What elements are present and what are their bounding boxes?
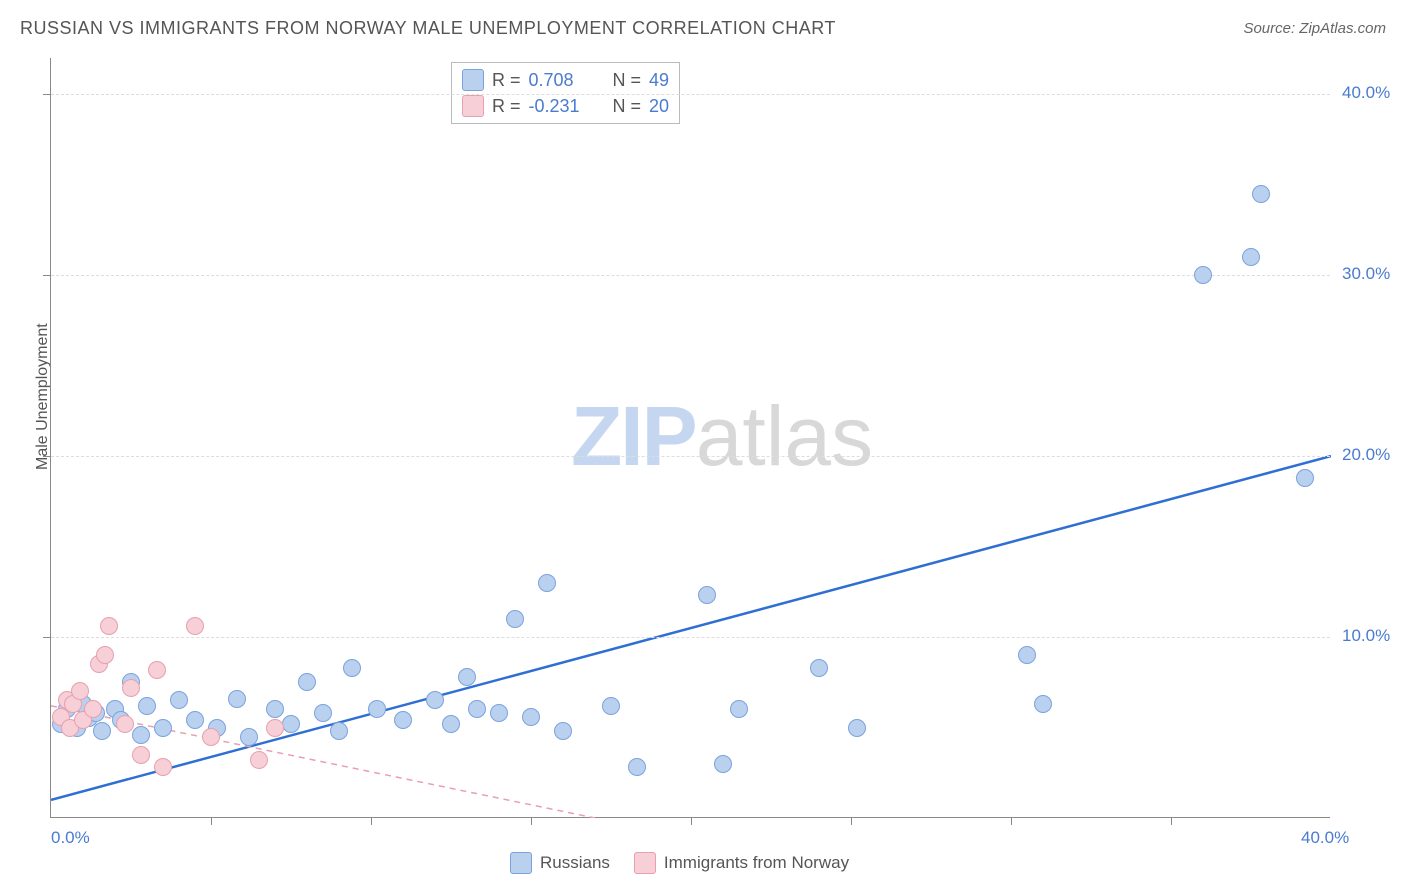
data-point-russians	[1242, 248, 1260, 266]
data-point-russians	[848, 719, 866, 737]
data-point-russians	[343, 659, 361, 677]
y-tick-label: 10.0%	[1342, 626, 1390, 646]
data-point-russians	[602, 697, 620, 715]
legend-item-norway: Immigrants from Norway	[634, 852, 849, 874]
r-label: R =	[492, 96, 521, 117]
data-point-russians	[490, 704, 508, 722]
r-value-russians: 0.708	[529, 70, 595, 91]
legend: Russians Immigrants from Norway	[510, 852, 849, 874]
data-point-russians	[240, 728, 258, 746]
legend-label-norway: Immigrants from Norway	[664, 853, 849, 873]
n-label: N =	[613, 70, 642, 91]
data-point-russians	[266, 700, 284, 718]
gridline	[51, 94, 1330, 95]
data-point-norway	[266, 719, 284, 737]
data-point-russians	[1194, 266, 1212, 284]
chart-title: RUSSIAN VS IMMIGRANTS FROM NORWAY MALE U…	[20, 18, 836, 39]
data-point-russians	[132, 726, 150, 744]
data-point-norway	[132, 746, 150, 764]
data-point-russians	[330, 722, 348, 740]
data-point-russians	[228, 690, 246, 708]
gridline	[51, 637, 1330, 638]
data-point-norway	[148, 661, 166, 679]
data-point-russians	[628, 758, 646, 776]
stats-row-norway: R = -0.231 N = 20	[462, 93, 669, 119]
data-point-russians	[730, 700, 748, 718]
data-point-norway	[84, 700, 102, 718]
legend-swatch-russians	[510, 852, 532, 874]
x-tick-label: 0.0%	[51, 828, 90, 848]
data-point-norway	[96, 646, 114, 664]
data-point-russians	[458, 668, 476, 686]
data-point-norway	[122, 679, 140, 697]
y-tick-label: 30.0%	[1342, 264, 1390, 284]
data-point-russians	[1034, 695, 1052, 713]
data-point-norway	[116, 715, 134, 733]
y-tick-label: 20.0%	[1342, 445, 1390, 465]
data-point-russians	[506, 610, 524, 628]
swatch-norway	[462, 95, 484, 117]
legend-item-russians: Russians	[510, 852, 610, 874]
data-point-russians	[298, 673, 316, 691]
stats-row-russians: R = 0.708 N = 49	[462, 67, 669, 93]
source-attribution: Source: ZipAtlas.com	[1243, 20, 1386, 37]
watermark-zip: ZIP	[571, 389, 696, 483]
swatch-russians	[462, 69, 484, 91]
stats-box: R = 0.708 N = 49 R = -0.231 N = 20	[451, 62, 680, 124]
watermark: ZIPatlas	[571, 388, 873, 485]
data-point-russians	[93, 722, 111, 740]
data-point-norway	[250, 751, 268, 769]
data-point-norway	[186, 617, 204, 635]
legend-label-russians: Russians	[540, 853, 610, 873]
data-point-russians	[810, 659, 828, 677]
data-point-russians	[170, 691, 188, 709]
data-point-russians	[538, 574, 556, 592]
watermark-atlas: atlas	[696, 389, 873, 483]
data-point-russians	[186, 711, 204, 729]
data-point-norway	[71, 682, 89, 700]
data-point-russians	[426, 691, 444, 709]
r-label: R =	[492, 70, 521, 91]
data-point-russians	[442, 715, 460, 733]
data-point-russians	[314, 704, 332, 722]
data-point-russians	[154, 719, 172, 737]
data-point-russians	[282, 715, 300, 733]
r-value-norway: -0.231	[529, 96, 595, 117]
data-point-russians	[522, 708, 540, 726]
data-point-norway	[154, 758, 172, 776]
data-point-russians	[138, 697, 156, 715]
data-point-russians	[368, 700, 386, 718]
data-point-russians	[394, 711, 412, 729]
data-point-russians	[698, 586, 716, 604]
n-label: N =	[613, 96, 642, 117]
data-point-norway	[202, 728, 220, 746]
data-point-russians	[468, 700, 486, 718]
plot-area: ZIPatlas R =0.708N =49R =-0.231N =20 0.0…	[50, 58, 1330, 818]
data-point-russians	[1018, 646, 1036, 664]
legend-swatch-norway	[634, 852, 656, 874]
n-value-norway: 20	[649, 96, 669, 117]
gridline	[51, 456, 1330, 457]
plot-container: ZIPatlas R =0.708N =49R =-0.231N =20 0.0…	[50, 58, 1386, 842]
data-point-norway	[100, 617, 118, 635]
trendline-russians	[51, 456, 1331, 800]
y-tick-label: 40.0%	[1342, 83, 1390, 103]
data-point-russians	[714, 755, 732, 773]
n-value-russians: 49	[649, 70, 669, 91]
x-tick-label: 40.0%	[1301, 828, 1349, 848]
data-point-russians	[1252, 185, 1270, 203]
gridline	[51, 275, 1330, 276]
data-point-russians	[1296, 469, 1314, 487]
data-point-russians	[554, 722, 572, 740]
